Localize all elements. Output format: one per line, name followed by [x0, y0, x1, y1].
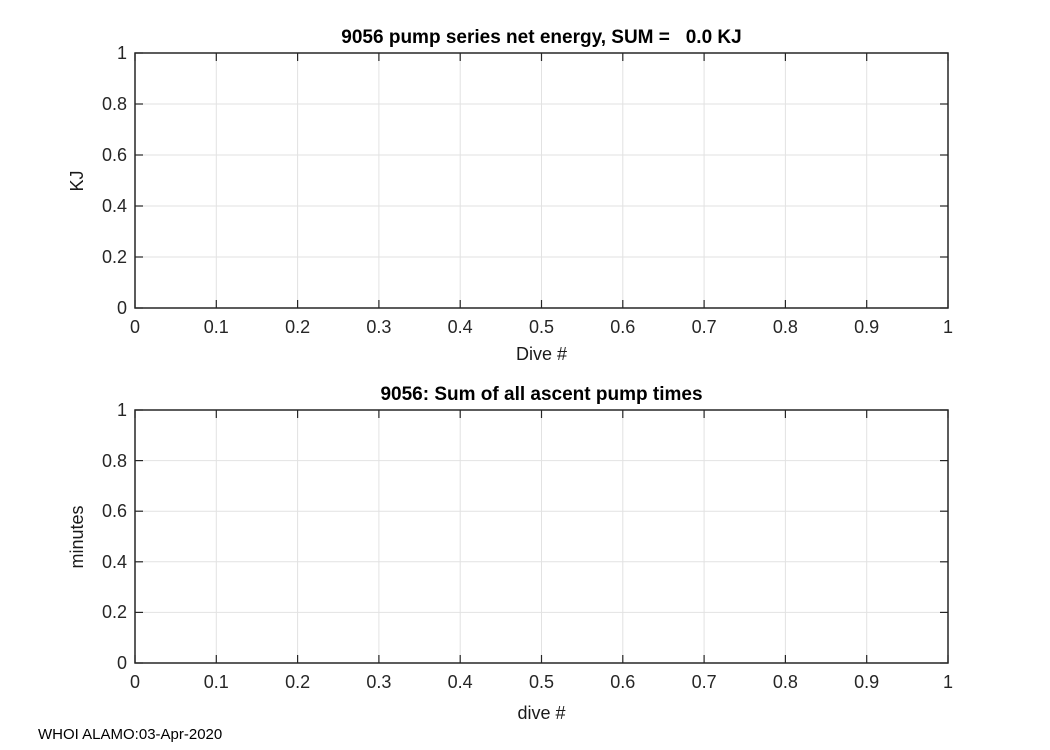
axes-plot-area-pump-times: [134, 409, 949, 664]
x-tick-label: 0.2: [285, 317, 311, 337]
x-tick-label: 0: [129, 672, 140, 692]
chart-title-pump-times: 9056: Sum of all ascent pump times: [380, 384, 703, 405]
y-tick-label: 0.4: [101, 196, 127, 216]
x-tick-label: 0.6: [610, 317, 636, 337]
y-tick-label: 0.2: [101, 602, 127, 623]
x-tick-label: 0.2: [285, 672, 311, 692]
x-tick-label: 1: [942, 672, 953, 692]
x-tick-label: 0.5: [528, 317, 555, 337]
y-tick-label: 0.4: [101, 551, 127, 572]
x-tick-label: 0.1: [203, 672, 229, 692]
x-tick-label: 0.5: [528, 672, 555, 692]
footer-stamp: WHOI ALAMO:03-Apr-2020: [38, 726, 223, 743]
y-tick-label: 0.6: [101, 145, 127, 165]
x-tick-label: 0.9: [854, 672, 880, 692]
chart-title-net-energy: 9056 pump series net energy, SUM = 0.0 K…: [341, 27, 742, 48]
y-tick-label: 1: [116, 400, 127, 420]
x-tick-label: 0.6: [610, 672, 636, 692]
y-tick-label: 0.8: [101, 450, 127, 471]
x-tick-label: 0.7: [691, 672, 717, 692]
x-tick-label: 0.1: [203, 317, 229, 337]
y-tick-label: 0: [116, 653, 127, 673]
x-tick-label: 0.4: [447, 317, 473, 337]
x-tick-label: 0.4: [447, 672, 473, 692]
x-tick-label: 0.9: [854, 317, 880, 337]
y-tick-label: 0: [116, 298, 127, 318]
x-tick-label: 0.3: [366, 672, 392, 692]
axes-plot-area-net-energy: [134, 52, 949, 309]
x-tick-label: 0.7: [691, 317, 717, 337]
x-tick-label: 0.8: [772, 317, 798, 337]
x-tick-label: 0.3: [366, 317, 392, 337]
x-tick-label: 1: [942, 317, 953, 337]
y-tick-label: 0.8: [101, 94, 127, 114]
y-tick-label: 0.6: [101, 501, 127, 522]
y-tick-label: 1: [116, 43, 127, 63]
x-tick-label: 0: [129, 317, 140, 337]
x-tick-label: 0.8: [772, 672, 798, 692]
x-axis-label-dive: Dive #: [515, 344, 568, 364]
x-axis-label-dive-lower: dive #: [517, 703, 566, 723]
y-tick-label: 0.2: [101, 247, 127, 267]
